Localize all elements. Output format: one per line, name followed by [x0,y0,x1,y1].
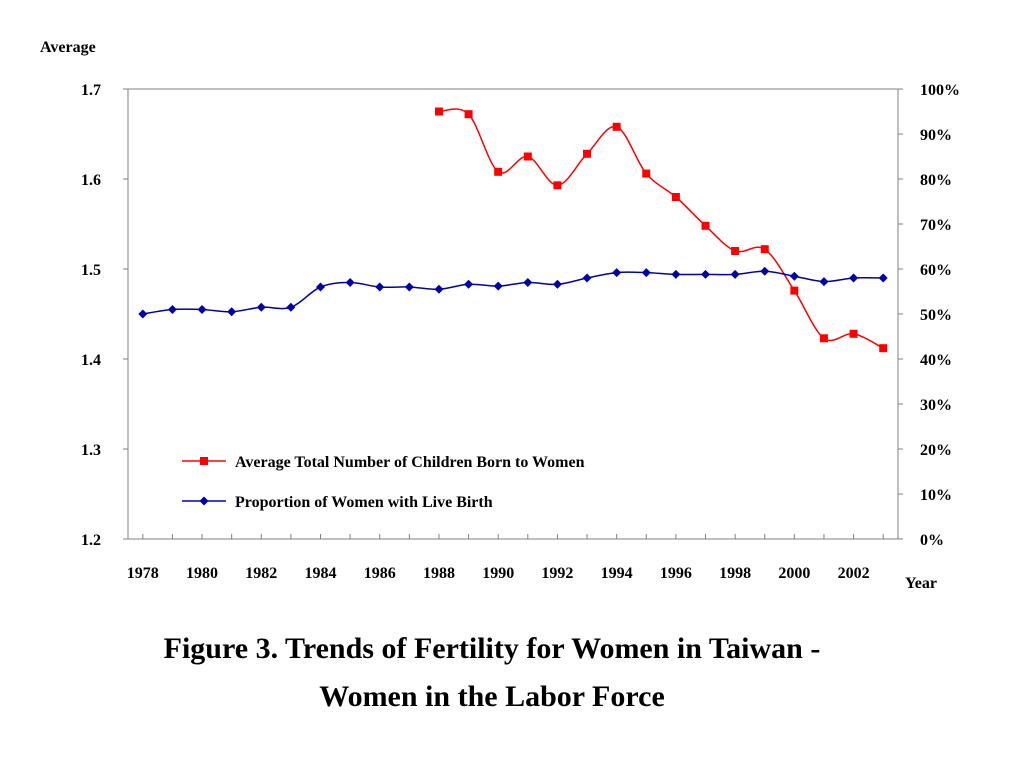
y-left-tick-label: 1.7 [81,82,101,99]
y-right-tick-label: 60% [920,262,952,279]
x-tick-label: 1986 [364,565,396,582]
series-1-point [612,122,621,131]
series-2-point [878,273,888,283]
y-right-tick-label: 0% [920,532,944,549]
y-left-tick-label: 1.4 [81,352,101,369]
series-1-point [701,221,710,230]
series-2-point [612,268,622,278]
series-1-point [434,107,443,116]
y-axis-left: 1.2 1.3 1.4 1.5 1.6 1.7 [81,82,128,549]
series-layer [138,107,888,353]
series-2-point [227,307,237,317]
y-right-tick-label: 10% [920,487,952,504]
series-1-point [464,110,473,119]
y-left-tick-label: 1.2 [81,532,101,549]
legend-label-2: Proportion of Women with Live Birth [235,494,493,511]
y-right-tick-label: 100% [920,82,960,99]
series-2-point [819,277,829,287]
series-2-point [256,302,266,312]
y-right-tick-label: 50% [920,307,952,324]
series-2-point [582,273,592,283]
series-2-point [523,278,533,287]
y-right-tick-label: 20% [920,442,952,459]
series-2-point [434,284,444,294]
series-2-point [552,279,562,289]
series-1-point [494,167,503,176]
x-tick-label: 1982 [245,565,277,582]
series-2-point [464,279,474,289]
series-2-point [701,269,710,279]
series-1-point [523,152,532,161]
series-1-point [760,245,769,254]
y-right-tick-label: 40% [920,352,952,369]
x-tick-label: 1978 [127,565,159,582]
x-tick-label: 1990 [482,565,514,582]
legend: Average Total Number of Children Born to… [182,454,585,511]
legend-label-1: Average Total Number of Children Born to… [235,454,585,471]
legend-marker-2 [199,496,209,506]
x-tick-label: 1998 [719,565,751,582]
series-1-point [731,247,740,255]
series-2-point [849,273,859,283]
series-2-point [345,278,355,287]
dual-axis-line-chart: 1978 1980 1982 1984 1986 1988 1990 1992 1994 1996… [40,39,960,592]
series-1-point [671,193,680,201]
y-right-tick-label: 30% [920,397,952,414]
series-1-point [642,169,651,178]
y-left-tick-label: 1.3 [81,442,101,459]
x-tick-label: 2000 [778,565,810,582]
series-1-point [849,329,858,338]
series-2-point [286,302,296,312]
series-2-point [671,269,681,279]
y-right-tick-label: 80% [920,172,952,189]
legend-marker-1 [200,457,208,465]
x-tick-label: 1980 [186,565,218,582]
series-2-point [167,305,177,314]
x-tick-label: 1988 [423,565,455,582]
y-left-tick-label: 1.6 [81,172,101,189]
x-tick-label: 1992 [541,565,573,582]
x-tick-label: 1984 [305,565,337,582]
series-2-point [493,281,503,291]
plot-area [127,88,899,540]
series-2-point [641,268,651,278]
series-2-point [730,269,740,279]
y-right-tick-label: 70% [920,217,952,234]
series-2-point [404,282,414,292]
series-2-point [197,305,207,314]
series-1-point [819,334,828,343]
series-2-point [316,282,325,292]
x-tick-label: 1996 [660,565,692,582]
series-1-point [553,181,562,190]
x-axis-title: Year [905,575,937,592]
series-2-point [789,271,799,281]
y-left-tick-label: 1.5 [81,262,101,279]
series-1-point [790,286,799,295]
series-1-point [583,149,592,158]
figure-caption-line-1: Figure 3. Trends of Fertility for Women … [163,632,821,665]
y-axis-left-title: Average [40,39,96,56]
series-2-point [760,266,770,276]
x-tick-label: 1994 [601,565,633,582]
x-axis: 1978 1980 1982 1984 1986 1988 1990 1992 1994 1996… [127,534,884,582]
y-right-tick-label: 90% [920,127,952,144]
series-2-point [138,309,148,319]
x-tick-label: 2002 [838,565,870,582]
figure-caption-line-2: Women in the Labor Force [319,680,665,713]
y-axis-right: 0% 10% 20% 30% 40% 50% 60% 70% 80% 90% 100% [898,82,960,549]
series-line-1 [438,108,884,349]
series-1-point [879,344,888,353]
series-2-point [375,282,385,292]
